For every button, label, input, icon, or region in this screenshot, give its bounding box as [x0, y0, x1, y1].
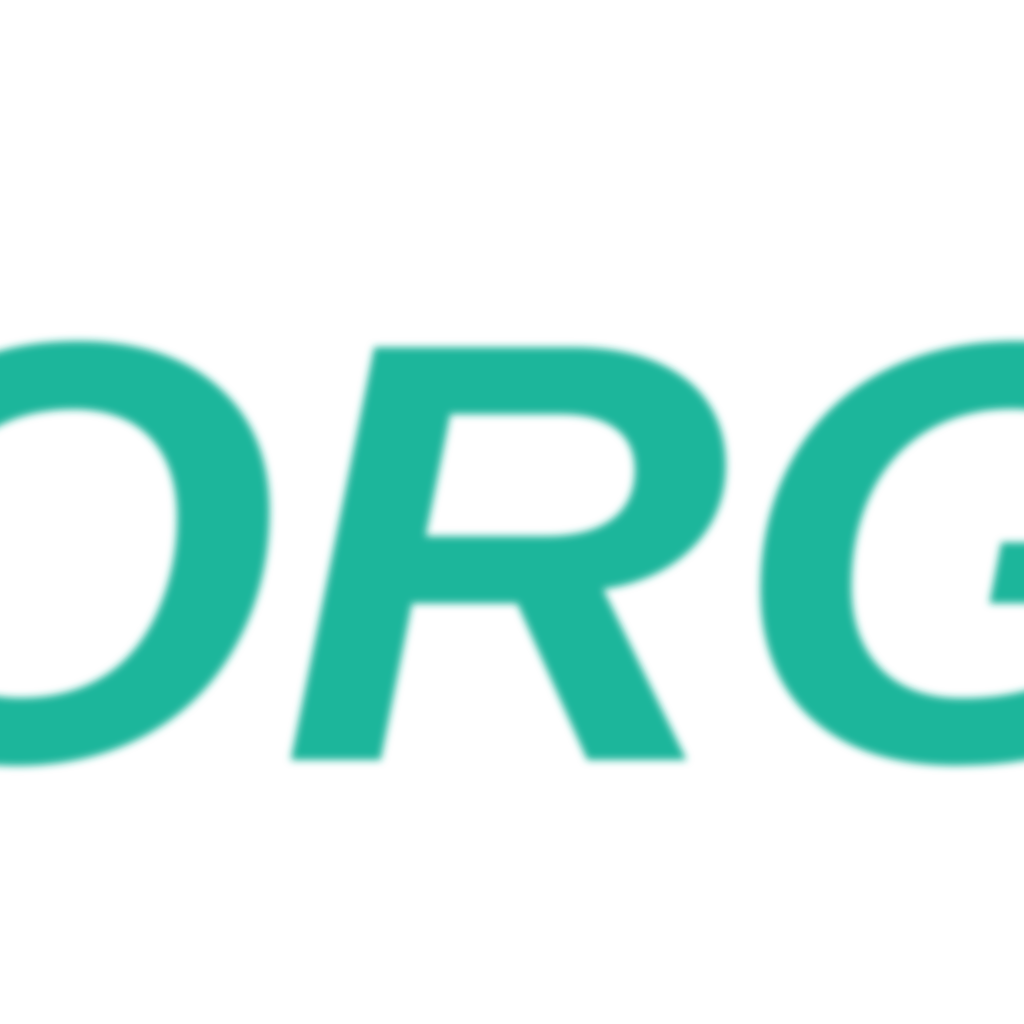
logo-text: ORG: [0, 218, 1024, 888]
